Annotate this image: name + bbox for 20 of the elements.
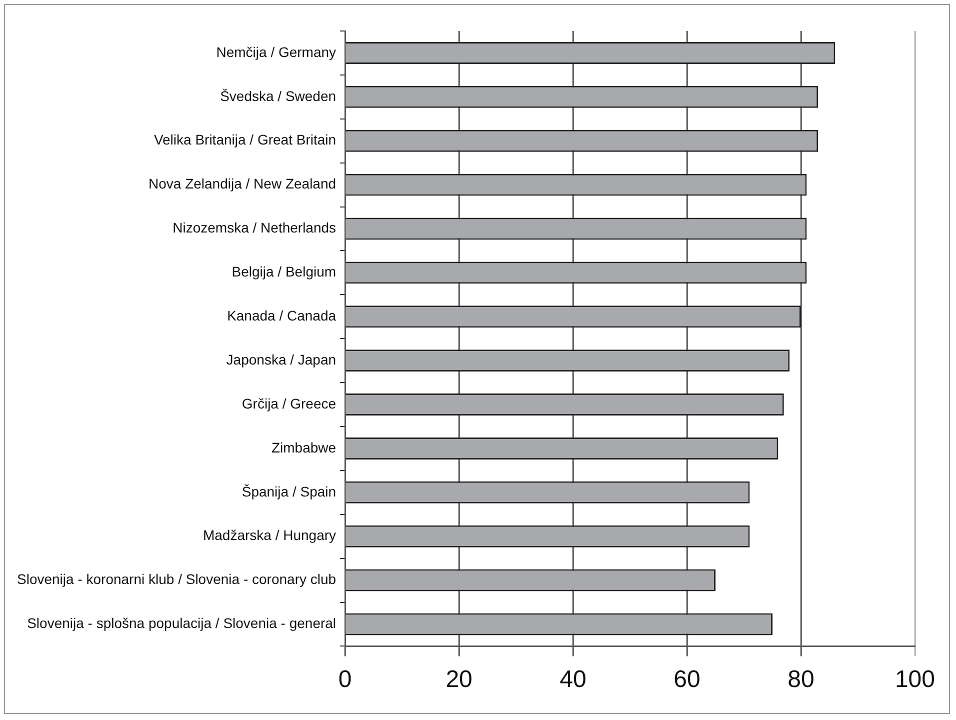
- x-tick-label: 60: [674, 666, 700, 694]
- x-tick-label: 0: [338, 666, 352, 694]
- y-tick-label: Madžarska / Hungary: [202, 527, 336, 544]
- y-tick-label: Kanada / Canada: [227, 307, 336, 324]
- y-tick-label: Nemčija / Germany: [216, 44, 336, 60]
- y-tick-label: Velika Britanija / Great Britain: [154, 132, 336, 148]
- y-tick-label: Grčija / Greece: [242, 395, 336, 412]
- x-tick-label: 80: [788, 666, 814, 694]
- y-tick-label: Španija / Spain: [242, 483, 336, 500]
- y-tick-label: Nizozemska / Netherlands: [172, 220, 336, 236]
- y-tick-label: Japonska / Japan: [226, 351, 336, 368]
- y-tick-label: Švedska / Sweden: [220, 88, 336, 104]
- y-tick-label: Belgija / Belgium: [232, 264, 336, 280]
- x-tick-label: 40: [560, 666, 586, 694]
- y-tick-label: Nova Zelandija / New Zealand: [148, 176, 336, 192]
- y-tick-label: Slovenija - koronarni klub / Slovenia - coronary club: [17, 571, 336, 588]
- y-tick-label: Zimbabwe: [271, 439, 336, 456]
- y-tick-label: Slovenija - splošna populacija / Slovenia - general: [27, 615, 336, 632]
- x-tick-label: 20: [446, 666, 472, 694]
- x-tick-label: 100: [894, 666, 935, 694]
